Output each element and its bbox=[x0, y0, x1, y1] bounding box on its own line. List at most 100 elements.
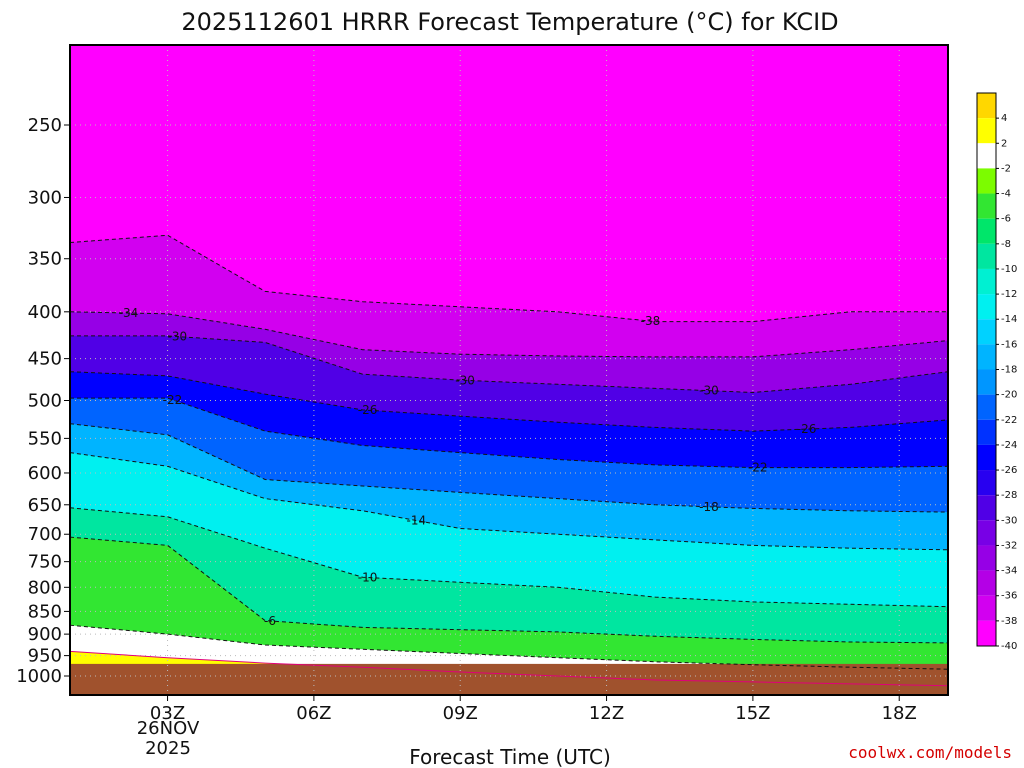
colorbar-label: -22 bbox=[1001, 415, 1017, 426]
contour-label: -22 bbox=[163, 393, 183, 407]
isotherm-line bbox=[70, 452, 948, 551]
colorbar-label: -8 bbox=[1001, 239, 1011, 250]
colorbar-label: -20 bbox=[1001, 390, 1017, 401]
x-tick-label: 03Z bbox=[150, 703, 185, 724]
x-tick-label: 15Z bbox=[735, 703, 770, 724]
colorbar-label: -40 bbox=[1001, 641, 1017, 652]
contour-label: -30 bbox=[699, 384, 719, 398]
colorbar-label: -14 bbox=[1001, 314, 1017, 325]
colorbar-label: -16 bbox=[1001, 339, 1017, 350]
y-tick-label: 650 bbox=[28, 495, 62, 516]
x-axis-title: Forecast Time (UTC) bbox=[409, 745, 611, 768]
colorbar-label: -32 bbox=[1001, 540, 1017, 551]
contour-label: -26 bbox=[358, 403, 378, 417]
isotherm-line bbox=[70, 335, 948, 394]
y-tick-label: 500 bbox=[28, 391, 62, 412]
colorbar-swatch bbox=[977, 118, 996, 144]
colorbar-swatch bbox=[977, 344, 996, 370]
colorbar-swatch bbox=[977, 319, 996, 345]
contour-label: -34 bbox=[119, 306, 139, 320]
colorbar-swatch bbox=[977, 143, 996, 169]
date-label-day: 26NOV bbox=[137, 718, 200, 739]
y-tick-label: 450 bbox=[28, 349, 62, 370]
contour-label: -30 bbox=[455, 373, 475, 387]
isotherm-line bbox=[70, 311, 948, 358]
x-tick-label: 09Z bbox=[443, 703, 478, 724]
colorbar-swatch bbox=[977, 419, 996, 445]
y-tick-label: 700 bbox=[28, 524, 62, 545]
x-tick-label: 12Z bbox=[589, 703, 624, 724]
colorbar-swatch bbox=[977, 369, 996, 395]
y-axis: 2503003504004505005506006507007508008509… bbox=[16, 115, 70, 687]
credit-link[interactable]: coolwx.com/models bbox=[848, 743, 1012, 762]
colorbar-swatch bbox=[977, 595, 996, 621]
y-tick-label: 250 bbox=[28, 115, 62, 136]
isotherm-line bbox=[70, 507, 948, 608]
colorbar-label: -26 bbox=[1001, 465, 1017, 476]
colorbar-label: -18 bbox=[1001, 365, 1017, 376]
contour-label: -22 bbox=[748, 461, 768, 475]
contour-label: -10 bbox=[358, 571, 378, 585]
colorbar-swatch bbox=[977, 168, 996, 194]
colorbar-label: 4 bbox=[1001, 113, 1007, 124]
colorbar-label: -30 bbox=[1001, 515, 1017, 526]
ground-surface bbox=[70, 663, 948, 695]
colorbar-label: -10 bbox=[1001, 264, 1017, 275]
contour-label: -6 bbox=[264, 614, 276, 628]
colorbar-swatch bbox=[977, 444, 996, 471]
colorbar-swatch bbox=[977, 218, 996, 244]
plot-area: -34 -30 -22 -26 -30 -38 -30 -26 -22 -18 -14 -10 -6 bbox=[69, 44, 949, 696]
colorbar-swatch bbox=[977, 93, 996, 119]
isotherm-line bbox=[70, 423, 948, 513]
y-tick-label: 750 bbox=[28, 552, 62, 573]
colorbar-swatch bbox=[977, 545, 996, 571]
isotherm-line bbox=[70, 234, 948, 323]
contour-label: -30 bbox=[168, 330, 188, 344]
colorbar-swatch bbox=[977, 268, 996, 295]
isotherm-line bbox=[70, 397, 948, 469]
colorbar-swatch bbox=[977, 620, 996, 646]
colorbar-label: -28 bbox=[1001, 490, 1017, 501]
colorbar-label: -4 bbox=[1001, 189, 1011, 200]
y-tick-label: 800 bbox=[28, 577, 62, 598]
y-tick-label: 1000 bbox=[16, 666, 62, 687]
colorbar-label: -12 bbox=[1001, 289, 1017, 300]
y-tick-label: 350 bbox=[28, 249, 62, 270]
colorbar-label: -24 bbox=[1001, 440, 1017, 451]
colorbar-swatch bbox=[977, 520, 996, 546]
colorbar-label: -2 bbox=[1001, 163, 1011, 174]
colorbar: 4 2 -2 -4 -6 -8 -10 -12 -14 -16 -18 -20 -22 -24 -26 -28… bbox=[976, 92, 1017, 652]
y-tick-label: 900 bbox=[28, 624, 62, 645]
colorbar-label: -36 bbox=[1001, 591, 1017, 602]
y-tick-label: 550 bbox=[28, 428, 62, 449]
plot-frame bbox=[69, 44, 949, 696]
y-tick-label: 300 bbox=[28, 187, 62, 208]
colorbar-swatch bbox=[977, 495, 996, 521]
contour-label: -26 bbox=[797, 422, 817, 436]
date-label-year: 2025 bbox=[145, 738, 191, 759]
isotherm-line bbox=[70, 650, 948, 687]
colorbar-swatch bbox=[977, 394, 996, 420]
isotherm-line bbox=[70, 536, 948, 644]
colorbar-swatch bbox=[977, 243, 996, 269]
y-tick-label: 600 bbox=[28, 463, 62, 484]
y-tick-label: 850 bbox=[28, 601, 62, 622]
colorbar-label: -38 bbox=[1001, 616, 1017, 627]
x-tick-label: 06Z bbox=[296, 703, 331, 724]
isotherm-line bbox=[70, 371, 948, 432]
colorbar-label: -6 bbox=[1001, 214, 1011, 225]
colorbar-swatch bbox=[977, 294, 996, 320]
colorbar-swatch bbox=[977, 470, 996, 496]
y-tick-label: 400 bbox=[28, 302, 62, 323]
x-axis: 03Z 06Z 09Z 12Z 15Z 18Z bbox=[150, 695, 917, 724]
isotherm-line bbox=[70, 624, 948, 670]
contour-label: -38 bbox=[641, 314, 661, 328]
colorbar-label: 2 bbox=[1001, 138, 1007, 149]
contour-label: -14 bbox=[407, 514, 427, 528]
y-tick-label: 950 bbox=[28, 646, 62, 667]
x-tick-label: 18Z bbox=[882, 703, 917, 724]
colorbar-swatch bbox=[977, 193, 996, 219]
colorbar-label: -34 bbox=[1001, 566, 1017, 577]
colorbar-swatch bbox=[977, 570, 996, 596]
